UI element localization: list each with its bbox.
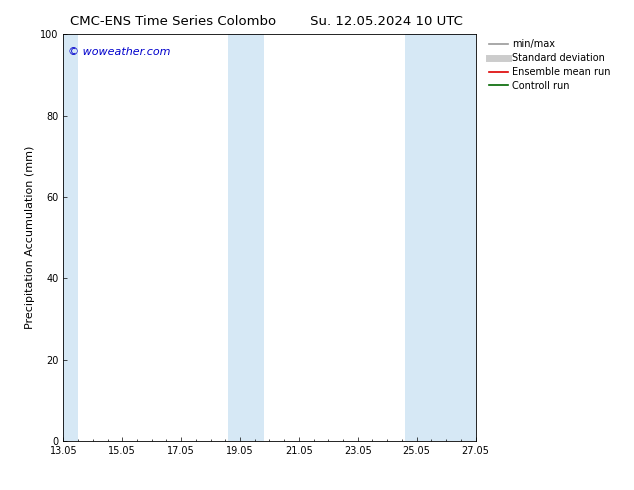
Bar bbox=[228, 34, 264, 441]
Text: © woweather.com: © woweather.com bbox=[67, 47, 170, 56]
Text: CMC-ENS Time Series Colombo        Su. 12.05.2024 10 UTC: CMC-ENS Time Series Colombo Su. 12.05.20… bbox=[70, 15, 463, 28]
Bar bbox=[63, 34, 78, 441]
Bar bbox=[405, 34, 476, 441]
Legend: min/max, Standard deviation, Ensemble mean run, Controll run: min/max, Standard deviation, Ensemble me… bbox=[489, 39, 611, 91]
Y-axis label: Precipitation Accumulation (mm): Precipitation Accumulation (mm) bbox=[25, 146, 35, 329]
